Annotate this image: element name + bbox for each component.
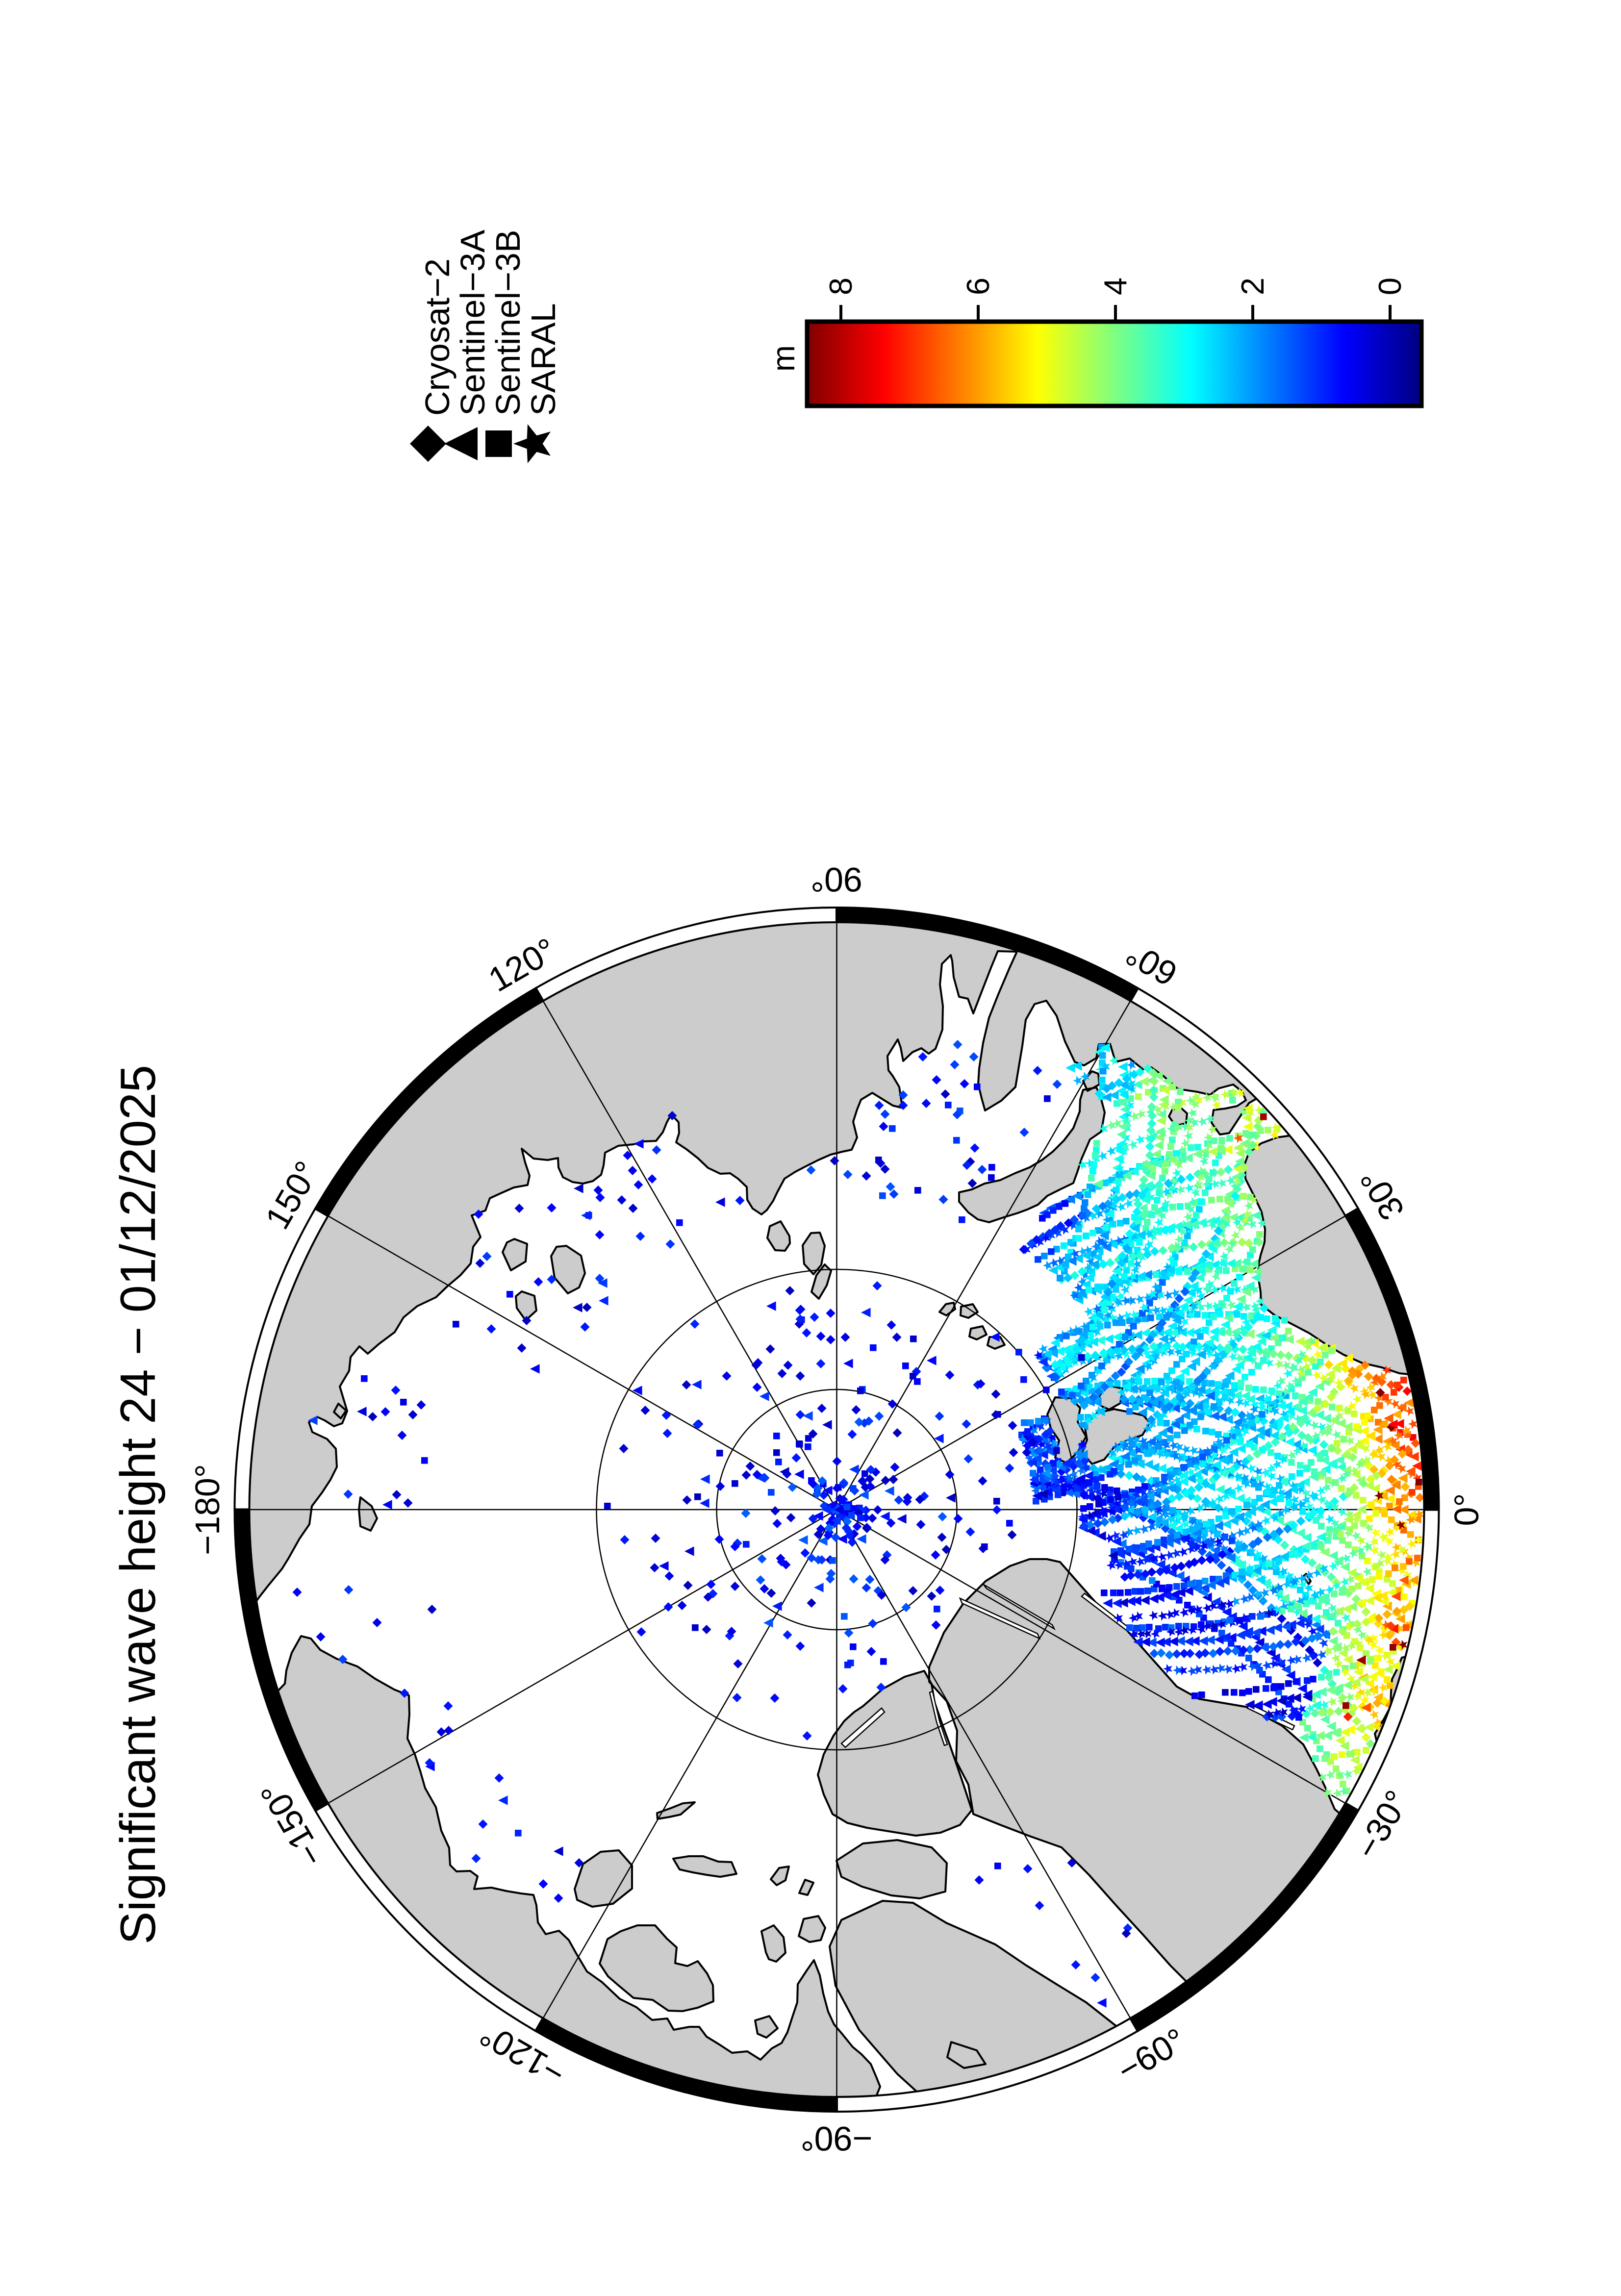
svg-text:0°: 0°: [1447, 1493, 1486, 1526]
svg-text:90°: 90°: [810, 860, 862, 899]
svg-text:m: m: [765, 345, 801, 372]
svg-text:SARAL: SARAL: [524, 303, 562, 416]
svg-text:4: 4: [1097, 278, 1133, 295]
svg-text:0: 0: [1372, 278, 1408, 295]
svg-text:−90°: −90°: [801, 2119, 873, 2158]
svg-text:Cryosat−2: Cryosat−2: [418, 258, 456, 416]
svg-text:Sentinel−3A: Sentinel−3A: [454, 229, 492, 416]
svg-text:6: 6: [960, 278, 996, 295]
svg-text:2: 2: [1235, 278, 1270, 295]
svg-text:8: 8: [823, 278, 859, 295]
svg-text:−180°: −180°: [188, 1464, 227, 1555]
svg-text:Significant wave height 24 − 0: Significant wave height 24 − 01/12/2025: [111, 1065, 166, 1944]
svg-text:Sentinel−3B: Sentinel−3B: [489, 230, 527, 416]
